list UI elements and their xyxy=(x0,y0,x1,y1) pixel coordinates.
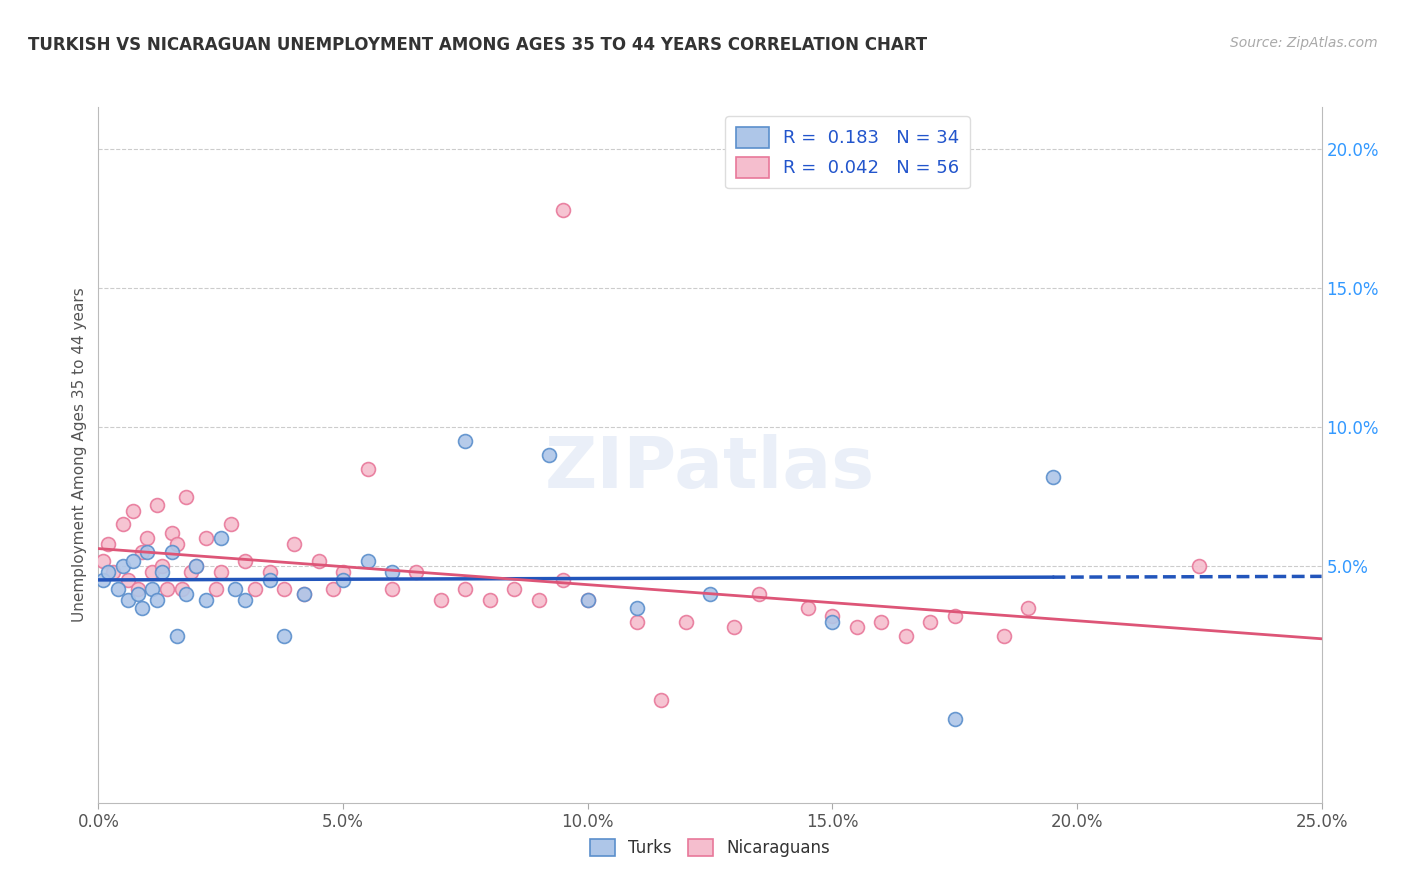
Point xyxy=(224,582,246,596)
Point xyxy=(920,615,942,629)
Text: Source: ZipAtlas.com: Source: ZipAtlas.com xyxy=(1230,36,1378,50)
Point xyxy=(626,615,648,629)
Point xyxy=(170,582,193,596)
Point xyxy=(699,587,721,601)
Point xyxy=(111,559,134,574)
Point xyxy=(356,554,378,568)
Point xyxy=(870,615,893,629)
Point xyxy=(101,565,124,579)
Point xyxy=(136,532,159,546)
Point xyxy=(209,565,232,579)
Point xyxy=(576,592,599,607)
Point xyxy=(943,609,966,624)
Point xyxy=(821,609,844,624)
Point xyxy=(233,554,256,568)
Point xyxy=(527,592,550,607)
Point xyxy=(748,587,770,601)
Point xyxy=(1017,601,1039,615)
Point xyxy=(273,629,295,643)
Point xyxy=(537,448,560,462)
Point xyxy=(91,554,114,568)
Point xyxy=(146,498,169,512)
Point xyxy=(136,545,159,559)
Point xyxy=(454,582,477,596)
Point xyxy=(117,573,139,587)
Point xyxy=(127,587,149,601)
Point xyxy=(894,629,917,643)
Point xyxy=(166,537,188,551)
Point xyxy=(723,620,745,634)
Point xyxy=(233,592,256,607)
Text: TURKISH VS NICARAGUAN UNEMPLOYMENT AMONG AGES 35 TO 44 YEARS CORRELATION CHART: TURKISH VS NICARAGUAN UNEMPLOYMENT AMONG… xyxy=(28,36,927,54)
Point xyxy=(845,620,868,634)
Point xyxy=(195,592,218,607)
Point xyxy=(381,565,404,579)
Point xyxy=(243,582,266,596)
Point xyxy=(150,565,173,579)
Point xyxy=(356,462,378,476)
Point xyxy=(146,592,169,607)
Point xyxy=(141,582,163,596)
Point xyxy=(259,573,281,587)
Point xyxy=(1188,559,1211,574)
Point xyxy=(127,582,149,596)
Point xyxy=(131,601,153,615)
Point xyxy=(576,592,599,607)
Point xyxy=(675,615,697,629)
Point xyxy=(993,629,1015,643)
Point xyxy=(176,587,198,601)
Point xyxy=(332,565,354,579)
Point xyxy=(626,601,648,615)
Point xyxy=(1042,470,1064,484)
Point xyxy=(219,517,242,532)
Point xyxy=(454,434,477,448)
Point xyxy=(381,582,404,596)
Point xyxy=(553,202,575,217)
Point xyxy=(121,503,143,517)
Y-axis label: Unemployment Among Ages 35 to 44 years: Unemployment Among Ages 35 to 44 years xyxy=(72,287,87,623)
Point xyxy=(91,573,114,587)
Point xyxy=(478,592,501,607)
Point xyxy=(166,629,188,643)
Point xyxy=(176,490,198,504)
Point xyxy=(131,545,153,559)
Point xyxy=(141,565,163,579)
Point xyxy=(943,712,966,726)
Point xyxy=(797,601,820,615)
Point xyxy=(180,565,202,579)
Point xyxy=(308,554,330,568)
Point xyxy=(117,592,139,607)
Point xyxy=(332,573,354,587)
Point xyxy=(430,592,453,607)
Point xyxy=(107,582,129,596)
Point xyxy=(156,582,179,596)
Point xyxy=(283,537,305,551)
Point xyxy=(195,532,218,546)
Point xyxy=(553,573,575,587)
Point xyxy=(405,565,427,579)
Point xyxy=(205,582,228,596)
Point xyxy=(292,587,315,601)
Point xyxy=(186,559,208,574)
Text: ZIPatlas: ZIPatlas xyxy=(546,434,875,503)
Point xyxy=(160,545,183,559)
Point xyxy=(273,582,295,596)
Point xyxy=(209,532,232,546)
Point xyxy=(97,537,120,551)
Point xyxy=(160,525,183,540)
Point xyxy=(821,615,844,629)
Point xyxy=(259,565,281,579)
Point xyxy=(150,559,173,574)
Point xyxy=(97,565,120,579)
Point xyxy=(650,693,672,707)
Point xyxy=(186,559,208,574)
Point xyxy=(322,582,344,596)
Point xyxy=(111,517,134,532)
Point xyxy=(121,554,143,568)
Legend: Turks, Nicaraguans: Turks, Nicaraguans xyxy=(583,832,837,864)
Point xyxy=(292,587,315,601)
Point xyxy=(503,582,526,596)
